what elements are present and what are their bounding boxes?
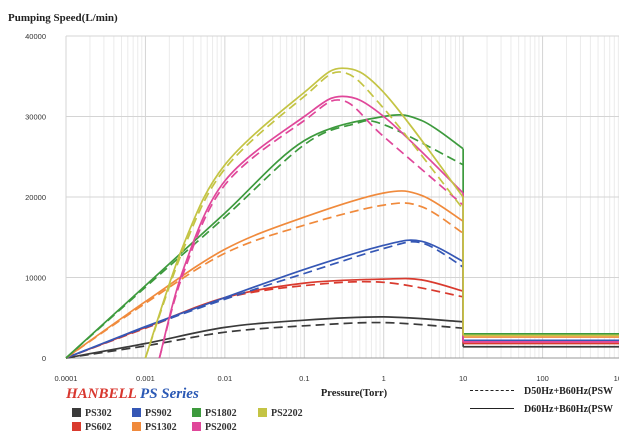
x-tick-label: 100 xyxy=(536,374,549,383)
y-tick-labels: 0 10000 20000 30000 40000 xyxy=(25,32,46,363)
dashed-line-sample xyxy=(470,390,514,391)
x-tick-label: 10 xyxy=(459,374,467,383)
series-ps302 xyxy=(65,316,619,359)
series-line-solid xyxy=(144,67,464,359)
legend-swatch xyxy=(258,408,267,417)
y-tick-label: 0 xyxy=(42,354,46,363)
legend-item-ps2202: PS2202 xyxy=(258,408,303,419)
grid xyxy=(65,35,619,359)
x-tick-label: 0.1 xyxy=(299,374,309,383)
dashed-line-label: D50Hz+B60Hz(PSW xyxy=(524,386,614,397)
legend-label: PS902 xyxy=(145,408,172,419)
solid-line-sample xyxy=(470,408,514,409)
series-ps2002 xyxy=(158,95,619,359)
x-tick-labels: 0.0001 0.001 0.01 0.1 1 10 100 1000 xyxy=(55,374,619,383)
y-tick-label: 10000 xyxy=(25,274,46,283)
legend-label: PS2202 xyxy=(271,408,303,419)
series-line-solid xyxy=(65,114,464,359)
y-axis-title: Pumping Speed(L/min) xyxy=(8,12,118,24)
line-style-solid: D60Hz+B60Hz(PSW xyxy=(470,404,613,415)
brand-series: PS Series xyxy=(140,386,199,402)
series-line-solid xyxy=(65,190,464,359)
legend-swatch xyxy=(192,408,201,417)
legend-label: PS1802 xyxy=(205,408,237,419)
x-tick-label: 1 xyxy=(382,374,386,383)
series-line-solid xyxy=(158,95,464,359)
series-line-dashed xyxy=(158,99,464,359)
series-line-dashed xyxy=(144,71,464,359)
legend-item-ps902: PS902 xyxy=(132,408,172,419)
legend-swatch xyxy=(132,408,141,417)
series-ps2202 xyxy=(144,67,619,359)
solid-line-label: D60Hz+B60Hz(PSW xyxy=(524,404,614,415)
line-style-dashed: D50Hz+B60Hz(PSW xyxy=(470,386,613,397)
series-line-dashed xyxy=(65,321,464,359)
y-tick-label: 30000 xyxy=(25,113,46,122)
x-tick-label: 0.001 xyxy=(136,374,155,383)
legend-item-ps1302: PS1302 xyxy=(132,422,177,433)
brand-logo: HANBELL PS Series xyxy=(66,386,199,403)
x-tick-label: 0.0001 xyxy=(55,374,78,383)
series-lines xyxy=(65,67,619,359)
brand-name: HANBELL xyxy=(66,386,137,402)
legend-label: PS2002 xyxy=(205,422,237,433)
legend-item-ps302: PS302 xyxy=(72,408,112,419)
legend-label: PS302 xyxy=(85,408,112,419)
y-tick-label: 40000 xyxy=(25,32,46,41)
series-line-dashed xyxy=(65,119,464,359)
legend-label: PS1302 xyxy=(145,422,177,433)
y-tick-label: 20000 xyxy=(25,193,46,202)
legend-item-ps1802: PS1802 xyxy=(192,408,237,419)
legend-swatch xyxy=(72,408,81,417)
legend-item-ps602: PS602 xyxy=(72,422,112,433)
series-line-solid xyxy=(65,239,464,359)
legend-item-ps2002: PS2002 xyxy=(192,422,237,433)
series-line-dashed xyxy=(65,202,464,359)
x-axis-title: Pressure(Torr) xyxy=(321,388,388,399)
series-line-solid xyxy=(65,316,464,359)
x-tick-label: 1000 xyxy=(614,374,619,383)
series-line-dashed xyxy=(65,240,464,359)
legend-swatch xyxy=(72,422,81,431)
legend-label: PS602 xyxy=(85,422,112,433)
x-tick-label: 0.01 xyxy=(218,374,233,383)
legend-swatch xyxy=(132,422,141,431)
legend-swatch xyxy=(192,422,201,431)
